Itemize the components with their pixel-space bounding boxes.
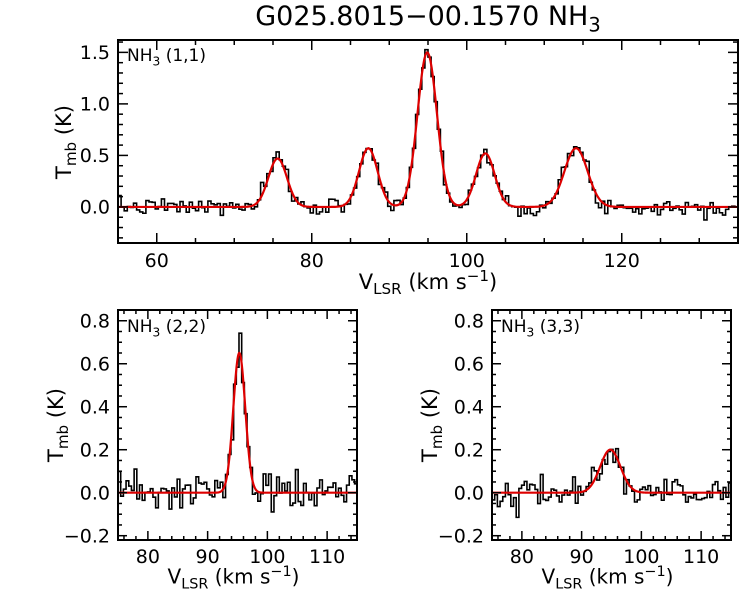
y-axis-label-units: (K) xyxy=(51,105,76,142)
x-axis-label-top-panel: VLSR (km s−1) xyxy=(118,267,738,298)
y-tick-label: 0.6 xyxy=(454,353,484,375)
x-axis-label-units: (km s xyxy=(208,564,271,589)
x-axis-label-exponent: −1 xyxy=(466,267,490,285)
x-axis-label-exponent: −1 xyxy=(270,564,292,580)
y-tick-label: 0.2 xyxy=(454,439,484,461)
y-tick-label: 0.0 xyxy=(80,482,110,504)
x-tick-label: 90 xyxy=(196,546,220,568)
y-tick-label: −0.2 xyxy=(438,525,484,547)
panel-label-subscript: 3 xyxy=(526,325,535,340)
x-tick-label: 90 xyxy=(570,546,594,568)
x-axis-label-text: V xyxy=(358,270,374,294)
x-axis-label-subscript: LSR xyxy=(181,576,209,593)
x-tick-label: 100 xyxy=(623,546,659,568)
y-tick-label: 0.4 xyxy=(80,396,110,418)
x-tick-label: 100 xyxy=(449,250,485,272)
figure-title-subscript: 3 xyxy=(588,13,601,37)
x-axis-label-subscript: LSR xyxy=(555,576,583,593)
x-axis-label-units: (km s xyxy=(582,564,645,589)
panel-label-text: NH xyxy=(501,317,527,337)
panel-label-text: NH xyxy=(127,46,153,66)
panel-label-nh3-3-3: NH3 (3,3) xyxy=(501,317,580,339)
y-tick-label: 1.5 xyxy=(80,42,110,64)
spectrum-data-nh3_22 xyxy=(118,332,357,513)
panel-label-nh3-2-2: NH3 (2,2) xyxy=(127,317,206,339)
x-axis-label-close: ) xyxy=(489,270,498,294)
x-tick-label: 80 xyxy=(510,546,534,568)
x-axis-label-text: V xyxy=(167,564,182,589)
figure-title-text: G025.8015−00.1570 NH xyxy=(255,1,589,32)
y-axis-label-units: (K) xyxy=(43,388,68,425)
x-axis-label-exponent: −1 xyxy=(644,564,666,580)
y-tick-label: 0.4 xyxy=(454,396,484,418)
y-tick-label: 0.8 xyxy=(454,310,484,332)
panel-label-text: NH xyxy=(127,317,153,337)
x-tick-label: 120 xyxy=(604,250,640,272)
x-tick-label: 80 xyxy=(136,546,160,568)
x-axis-label-close: ) xyxy=(665,564,674,589)
y-axis-label-text: T xyxy=(43,449,68,462)
x-axis-label-units: (km s xyxy=(401,270,467,294)
x-axis-label-text: V xyxy=(541,564,556,589)
panel-label-subscript: 3 xyxy=(152,325,161,340)
y-axis-label-subscript: mb xyxy=(428,424,447,450)
x-axis-label-bottom-left-panel: VLSR (km s−1) xyxy=(110,564,357,593)
y-axis-label-subscript: mb xyxy=(62,141,81,167)
spectrum-data-nh3_33 xyxy=(492,447,731,519)
panel-label-subscript: 3 xyxy=(152,54,161,69)
y-axis-label-text: T xyxy=(417,449,442,462)
x-axis-label-subscript: LSR xyxy=(373,280,402,299)
figure-title: G025.8015−00.1570 NH3 xyxy=(118,1,738,36)
x-axis-label-close: ) xyxy=(291,564,300,589)
panel-label-transition: (1,1) xyxy=(160,46,207,66)
y-tick-label: 0.2 xyxy=(80,439,110,461)
y-tick-label: 0.6 xyxy=(80,353,110,375)
y-tick-label: 1.0 xyxy=(80,94,110,116)
x-axis-label-bottom-right-panel: VLSR (km s−1) xyxy=(484,564,731,593)
x-tick-label: 80 xyxy=(300,250,324,272)
y-tick-label: −0.2 xyxy=(64,525,110,547)
x-tick-label: 60 xyxy=(145,250,169,272)
y-tick-label: 0.8 xyxy=(80,310,110,332)
y-axis-label-units: (K) xyxy=(417,388,442,425)
y-axis-label-bottom-right-panel: Tmb (K) xyxy=(418,388,446,462)
y-axis-label-bottom-left-panel: Tmb (K) xyxy=(44,388,72,462)
x-tick-label: 110 xyxy=(309,546,345,568)
y-axis-label-text: T xyxy=(51,166,76,179)
y-tick-label: 0.5 xyxy=(80,145,110,167)
x-tick-label: 110 xyxy=(683,546,719,568)
y-axis-label-top-panel: Tmb (K) xyxy=(52,105,80,179)
y-axis-label-subscript: mb xyxy=(54,424,73,450)
x-tick-label: 100 xyxy=(249,546,285,568)
panel-label-nh3-1-1: NH3 (1,1) xyxy=(127,46,206,68)
y-tick-label: 0.0 xyxy=(454,482,484,504)
spectrum-data-nh3_11 xyxy=(118,48,738,221)
panel-label-transition: (2,2) xyxy=(160,317,207,337)
panel-label-transition: (3,3) xyxy=(534,317,581,337)
y-tick-label: 0.0 xyxy=(80,197,110,219)
